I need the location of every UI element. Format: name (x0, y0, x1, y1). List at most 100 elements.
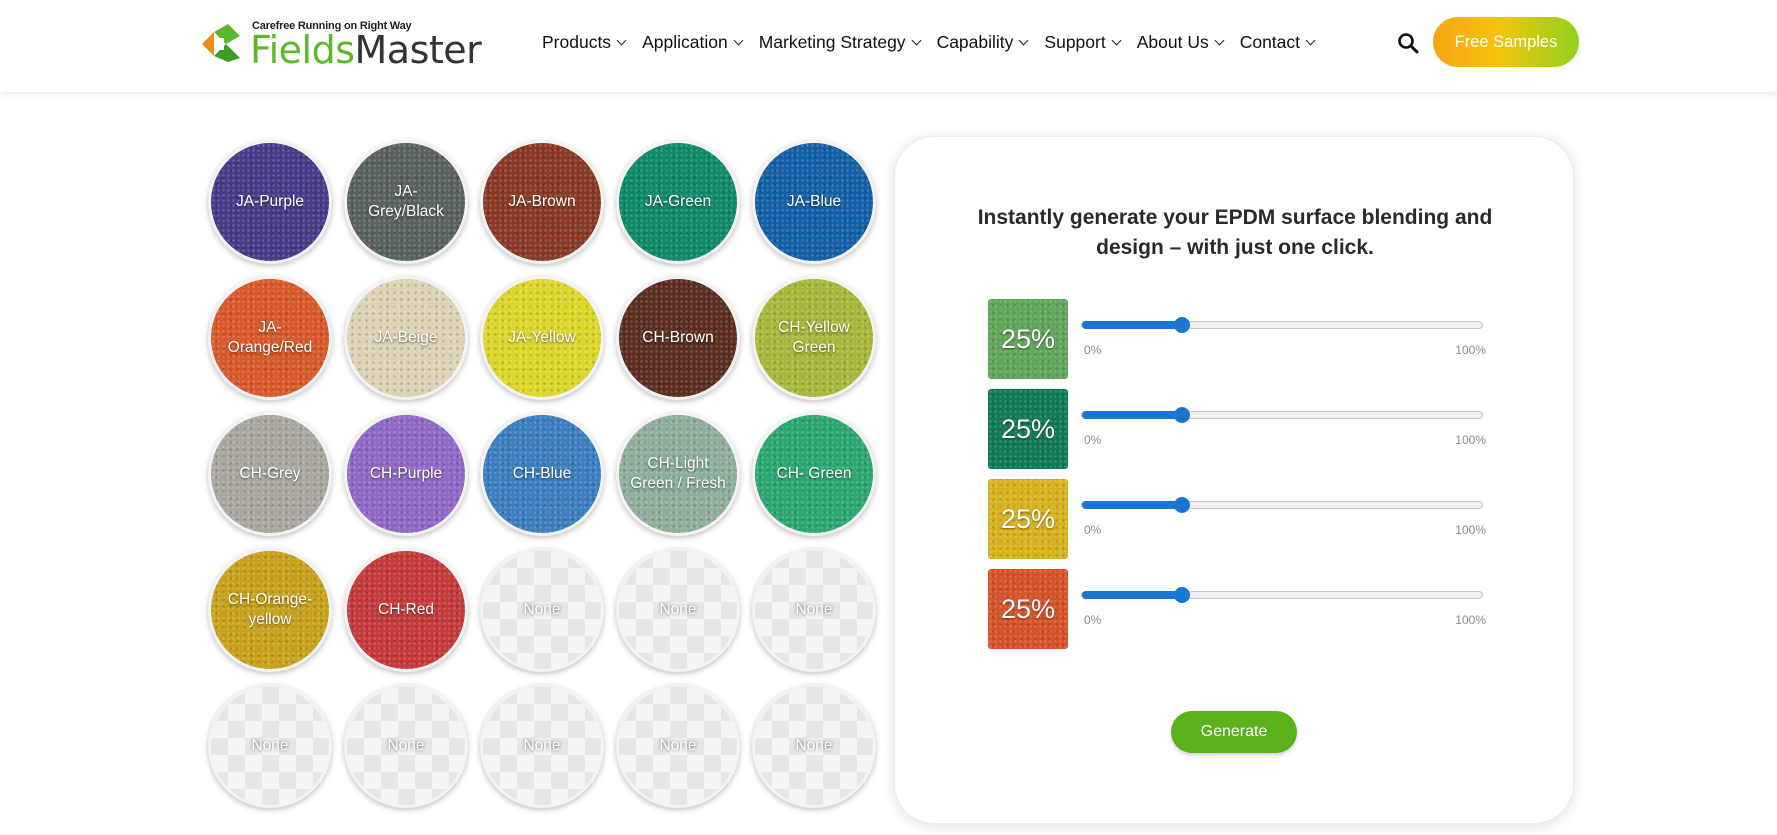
nav-item-application[interactable]: Application (642, 32, 742, 53)
swatch-label: CH-Red (368, 600, 444, 620)
swatch-label: CH-Light Green / Fresh (619, 454, 737, 494)
color-swatch[interactable]: CH-Brown (616, 276, 740, 400)
mix-percent-label: 25% (1001, 504, 1055, 535)
color-swatch-grid: JA-Purple JA-Grey/Black JA-Brown JA-Green JA… (208, 140, 890, 820)
chevron-down-icon (1306, 35, 1316, 45)
chevron-down-icon (1214, 35, 1224, 45)
nav-item-about-us[interactable]: About Us (1137, 32, 1223, 53)
swatch-label: JA-Yellow (498, 328, 586, 348)
swatch-label: None (377, 736, 434, 756)
color-swatch[interactable]: JA-Brown (480, 140, 604, 264)
swatch-label: JA-Green (635, 192, 721, 212)
swatch-label: None (513, 736, 570, 756)
color-swatch[interactable]: None (208, 684, 332, 808)
panel-title: Instantly generate your EPDM surface ble… (955, 203, 1515, 263)
color-swatch[interactable]: CH-Blue (480, 412, 604, 536)
slider-max-label: 100% (1455, 433, 1486, 447)
nav-item-products[interactable]: Products (542, 32, 625, 53)
color-swatch[interactable]: JA-Blue (752, 140, 876, 264)
mix-slider[interactable] (1081, 591, 1483, 599)
color-swatch[interactable]: CH-Yellow Green (752, 276, 876, 400)
slider-fill (1082, 411, 1182, 419)
mix-percent-label: 25% (1001, 594, 1055, 625)
swatch-label: CH-Brown (632, 328, 723, 348)
logo-wordmark: FieldsMaster (250, 28, 481, 72)
slider-min-label: 0% (1084, 523, 1101, 537)
nav-item-marketing-strategy[interactable]: Marketing Strategy (759, 32, 920, 53)
mix-color-chip[interactable]: 25% (988, 299, 1068, 379)
mix-slider[interactable] (1081, 321, 1483, 329)
swatch-label: JA-Purple (226, 192, 314, 212)
slider-fill (1082, 321, 1182, 329)
color-swatch[interactable]: None (752, 684, 876, 808)
slider-max-label: 100% (1455, 523, 1486, 537)
slider-min-label: 0% (1084, 433, 1101, 447)
color-swatch[interactable]: CH-Grey (208, 412, 332, 536)
main-nav: Products Application Marketing Strategy … (542, 28, 1331, 56)
swatch-label: None (649, 736, 706, 756)
slider-thumb[interactable] (1174, 497, 1190, 513)
swatch-label: CH-Orange-yellow (211, 590, 329, 630)
color-swatch[interactable]: JA-Beige (344, 276, 468, 400)
swatch-label: None (513, 600, 570, 620)
slider-min-label: 0% (1084, 343, 1101, 357)
color-swatch[interactable]: CH-Light Green / Fresh (616, 412, 740, 536)
color-swatch[interactable]: JA-Yellow (480, 276, 604, 400)
slider-min-label: 0% (1084, 613, 1101, 627)
logo[interactable]: Carefree Running on Right Way FieldsMast… (200, 18, 500, 66)
nav-item-capability[interactable]: Capability (937, 32, 1028, 53)
mix-color-chip[interactable]: 25% (988, 569, 1068, 649)
color-swatch[interactable]: CH-Purple (344, 412, 468, 536)
mix-color-chip[interactable]: 25% (988, 389, 1068, 469)
swatch-label: CH-Purple (360, 464, 452, 484)
color-swatch[interactable]: JA-Orange/Red (208, 276, 332, 400)
swatch-label: JA-Grey/Black (347, 182, 465, 222)
color-swatch[interactable]: None (616, 548, 740, 672)
generate-button[interactable]: Generate (1171, 711, 1297, 753)
chevron-down-icon (1019, 35, 1029, 45)
slider-max-label: 100% (1455, 343, 1486, 357)
mix-slider[interactable] (1081, 501, 1483, 509)
color-swatch[interactable]: None (616, 684, 740, 808)
swatch-label: JA-Beige (365, 328, 448, 348)
chevron-down-icon (617, 35, 627, 45)
slider-thumb[interactable] (1174, 317, 1190, 333)
color-swatch[interactable]: None (480, 548, 604, 672)
mix-row: 25% 0% 100% (988, 479, 1488, 559)
color-swatch[interactable]: JA-Purple (208, 140, 332, 264)
slider-thumb[interactable] (1174, 587, 1190, 603)
swatch-label: CH-Blue (503, 464, 582, 484)
site-header: Carefree Running on Right Way FieldsMast… (0, 0, 1777, 92)
color-swatch[interactable]: None (344, 684, 468, 808)
search-icon[interactable] (1397, 32, 1419, 54)
mix-color-chip[interactable]: 25% (988, 479, 1068, 559)
color-swatch[interactable]: CH-Orange-yellow (208, 548, 332, 672)
mix-row: 25% 0% 100% (988, 299, 1488, 379)
color-swatch[interactable]: JA-Green (616, 140, 740, 264)
slider-fill (1082, 501, 1182, 509)
color-swatch[interactable]: None (752, 548, 876, 672)
swatch-label: JA-Blue (777, 192, 851, 212)
mix-percent-label: 25% (1001, 324, 1055, 355)
swatch-label: None (785, 600, 842, 620)
slider-max-label: 100% (1455, 613, 1486, 627)
color-swatch[interactable]: CH- Green (752, 412, 876, 536)
chevron-down-icon (1111, 35, 1121, 45)
mix-row: 25% 0% 100% (988, 569, 1488, 649)
color-swatch[interactable]: CH-Red (344, 548, 468, 672)
swatch-label: CH-Yellow Green (755, 318, 873, 358)
logo-mark-icon (200, 22, 242, 64)
swatch-label: JA-Orange/Red (211, 318, 329, 358)
swatch-label: None (241, 736, 298, 756)
mix-percent-label: 25% (1001, 414, 1055, 445)
blend-generator-panel: Instantly generate your EPDM surface ble… (894, 136, 1574, 824)
color-swatch[interactable]: None (480, 684, 604, 808)
mix-slider[interactable] (1081, 411, 1483, 419)
swatch-label: None (785, 736, 842, 756)
nav-item-contact[interactable]: Contact (1240, 32, 1314, 53)
color-swatch[interactable]: JA-Grey/Black (344, 140, 468, 264)
free-samples-button[interactable]: Free Samples (1433, 17, 1579, 67)
swatch-label: CH-Grey (229, 464, 310, 484)
nav-item-support[interactable]: Support (1044, 32, 1119, 53)
slider-thumb[interactable] (1174, 407, 1190, 423)
